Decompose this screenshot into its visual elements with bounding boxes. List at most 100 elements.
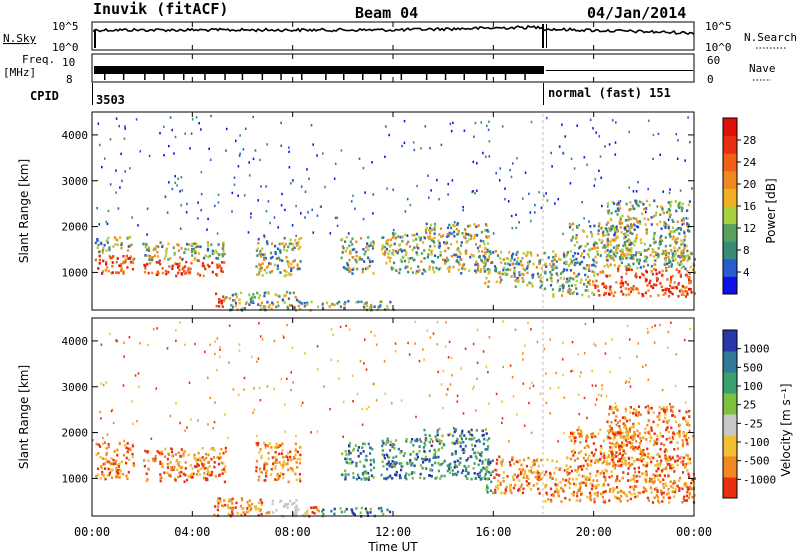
- heatmap-cell: [678, 206, 681, 210]
- heatmap-cell: [108, 246, 111, 249]
- heatmap-cell: [615, 248, 618, 251]
- heatmap-cell: [178, 464, 181, 468]
- heatmap-cell: [208, 265, 211, 268]
- heatmap-cell: [454, 429, 458, 432]
- heatmap-cell: [639, 238, 642, 241]
- heatmap-cell: [239, 152, 241, 155]
- heatmap-cell: [124, 258, 127, 262]
- heatmap-cell: [688, 200, 691, 203]
- heatmap-cell: [362, 442, 365, 446]
- heatmap-cell: [387, 238, 390, 242]
- heatmap-cell: [502, 480, 505, 483]
- heatmap-cell: [179, 321, 181, 324]
- heatmap-cell: [653, 496, 656, 499]
- heatmap-cell: [588, 279, 591, 282]
- heatmap-cell: [165, 252, 168, 255]
- heatmap-cell: [433, 453, 436, 456]
- heatmap-cell: [575, 224, 578, 228]
- heatmap-cell: [609, 285, 612, 289]
- heatmap-cell: [676, 248, 679, 252]
- heatmap-cell: [601, 239, 604, 242]
- heatmap-cell: [667, 487, 670, 491]
- heatmap-cell: [381, 444, 384, 448]
- heatmap-cell: [215, 273, 218, 276]
- heatmap-cell: [668, 463, 671, 466]
- heatmap-cell: [102, 474, 105, 478]
- x-axis-label: Time UT: [367, 540, 418, 554]
- heatmap-cell: [664, 482, 667, 486]
- heatmap-cell: [189, 473, 192, 477]
- heatmap-cell: [118, 472, 121, 475]
- heatmap-cell: [469, 433, 472, 436]
- heatmap-cell: [135, 118, 138, 121]
- heatmap-cell: [572, 449, 575, 453]
- freq-spike: [463, 66, 465, 80]
- heatmap-cell: [412, 450, 415, 453]
- heatmap-cell: [525, 464, 529, 468]
- heatmap-cell: [248, 303, 251, 306]
- heatmap-cell: [473, 135, 475, 138]
- heatmap-cell: [682, 460, 685, 463]
- heatmap-cell: [630, 492, 633, 496]
- heatmap-cell: [584, 484, 588, 487]
- heatmap-cell: [425, 222, 428, 226]
- heatmap-cell: [116, 257, 119, 260]
- heatmap-cell: [690, 481, 693, 485]
- heatmap-cell: [281, 298, 284, 302]
- heatmap-cell: [610, 456, 613, 460]
- heatmap-cell: [290, 182, 292, 185]
- heatmap-cell: [409, 459, 412, 462]
- heatmap-cell: [101, 249, 104, 252]
- heatmap-cell: [453, 430, 456, 434]
- heatmap-cell: [645, 270, 648, 274]
- heatmap-cell: [586, 444, 589, 447]
- heatmap-cell: [487, 470, 491, 474]
- heatmap-cell: [574, 439, 577, 443]
- heatmap-cell: [282, 334, 284, 337]
- heatmap-cell: [255, 459, 258, 463]
- heatmap-cell: [483, 242, 486, 246]
- heatmap-cell: [260, 301, 263, 305]
- heatmap-cell: [581, 293, 584, 297]
- heatmap-cell: [169, 461, 172, 464]
- heatmap-cell: [667, 265, 670, 268]
- heatmap-cell: [683, 495, 686, 499]
- heatmap-cell: [465, 469, 468, 473]
- heatmap-cell: [104, 269, 107, 272]
- heatmap-cell: [351, 243, 354, 246]
- heatmap-cell: [679, 226, 682, 230]
- heatmap-cell: [677, 203, 680, 207]
- heatmap-cell: [657, 467, 660, 470]
- heatmap-cell: [175, 402, 177, 405]
- heatmap-cell: [294, 453, 297, 457]
- heatmap-cell: [477, 250, 480, 253]
- heatmap-cell: [129, 235, 132, 239]
- heatmap-cell: [231, 293, 234, 297]
- heatmap-cell: [645, 232, 648, 235]
- heatmap-cell: [171, 468, 174, 471]
- heatmap-cell: [592, 280, 595, 283]
- heatmap-cell: [622, 462, 625, 465]
- heatmap-cell: [664, 448, 667, 451]
- heatmap-cell: [471, 448, 474, 451]
- heatmap-cell: [470, 253, 473, 257]
- heatmap-cell: [400, 260, 403, 263]
- heatmap-cell: [223, 480, 226, 484]
- heatmap-cell: [671, 226, 674, 229]
- heatmap-cell: [161, 465, 164, 469]
- heatmap-cell: [225, 296, 228, 299]
- heatmap-cell: [197, 272, 200, 276]
- heatmap-cell: [574, 436, 577, 439]
- heatmap-cell: [631, 445, 634, 448]
- heatmap-cell: [436, 428, 439, 432]
- heatmap-cell: [477, 463, 480, 467]
- heatmap-cell: [288, 273, 291, 277]
- heatmap-cell: [363, 362, 365, 365]
- heatmap-cell: [225, 149, 227, 152]
- heatmap-cell: [609, 243, 612, 246]
- heatmap-cell: [522, 476, 525, 479]
- heatmap-cell: [168, 144, 170, 148]
- heatmap-cell: [167, 270, 170, 274]
- heatmap-cell: [647, 431, 649, 434]
- heatmap-cell: [603, 454, 606, 457]
